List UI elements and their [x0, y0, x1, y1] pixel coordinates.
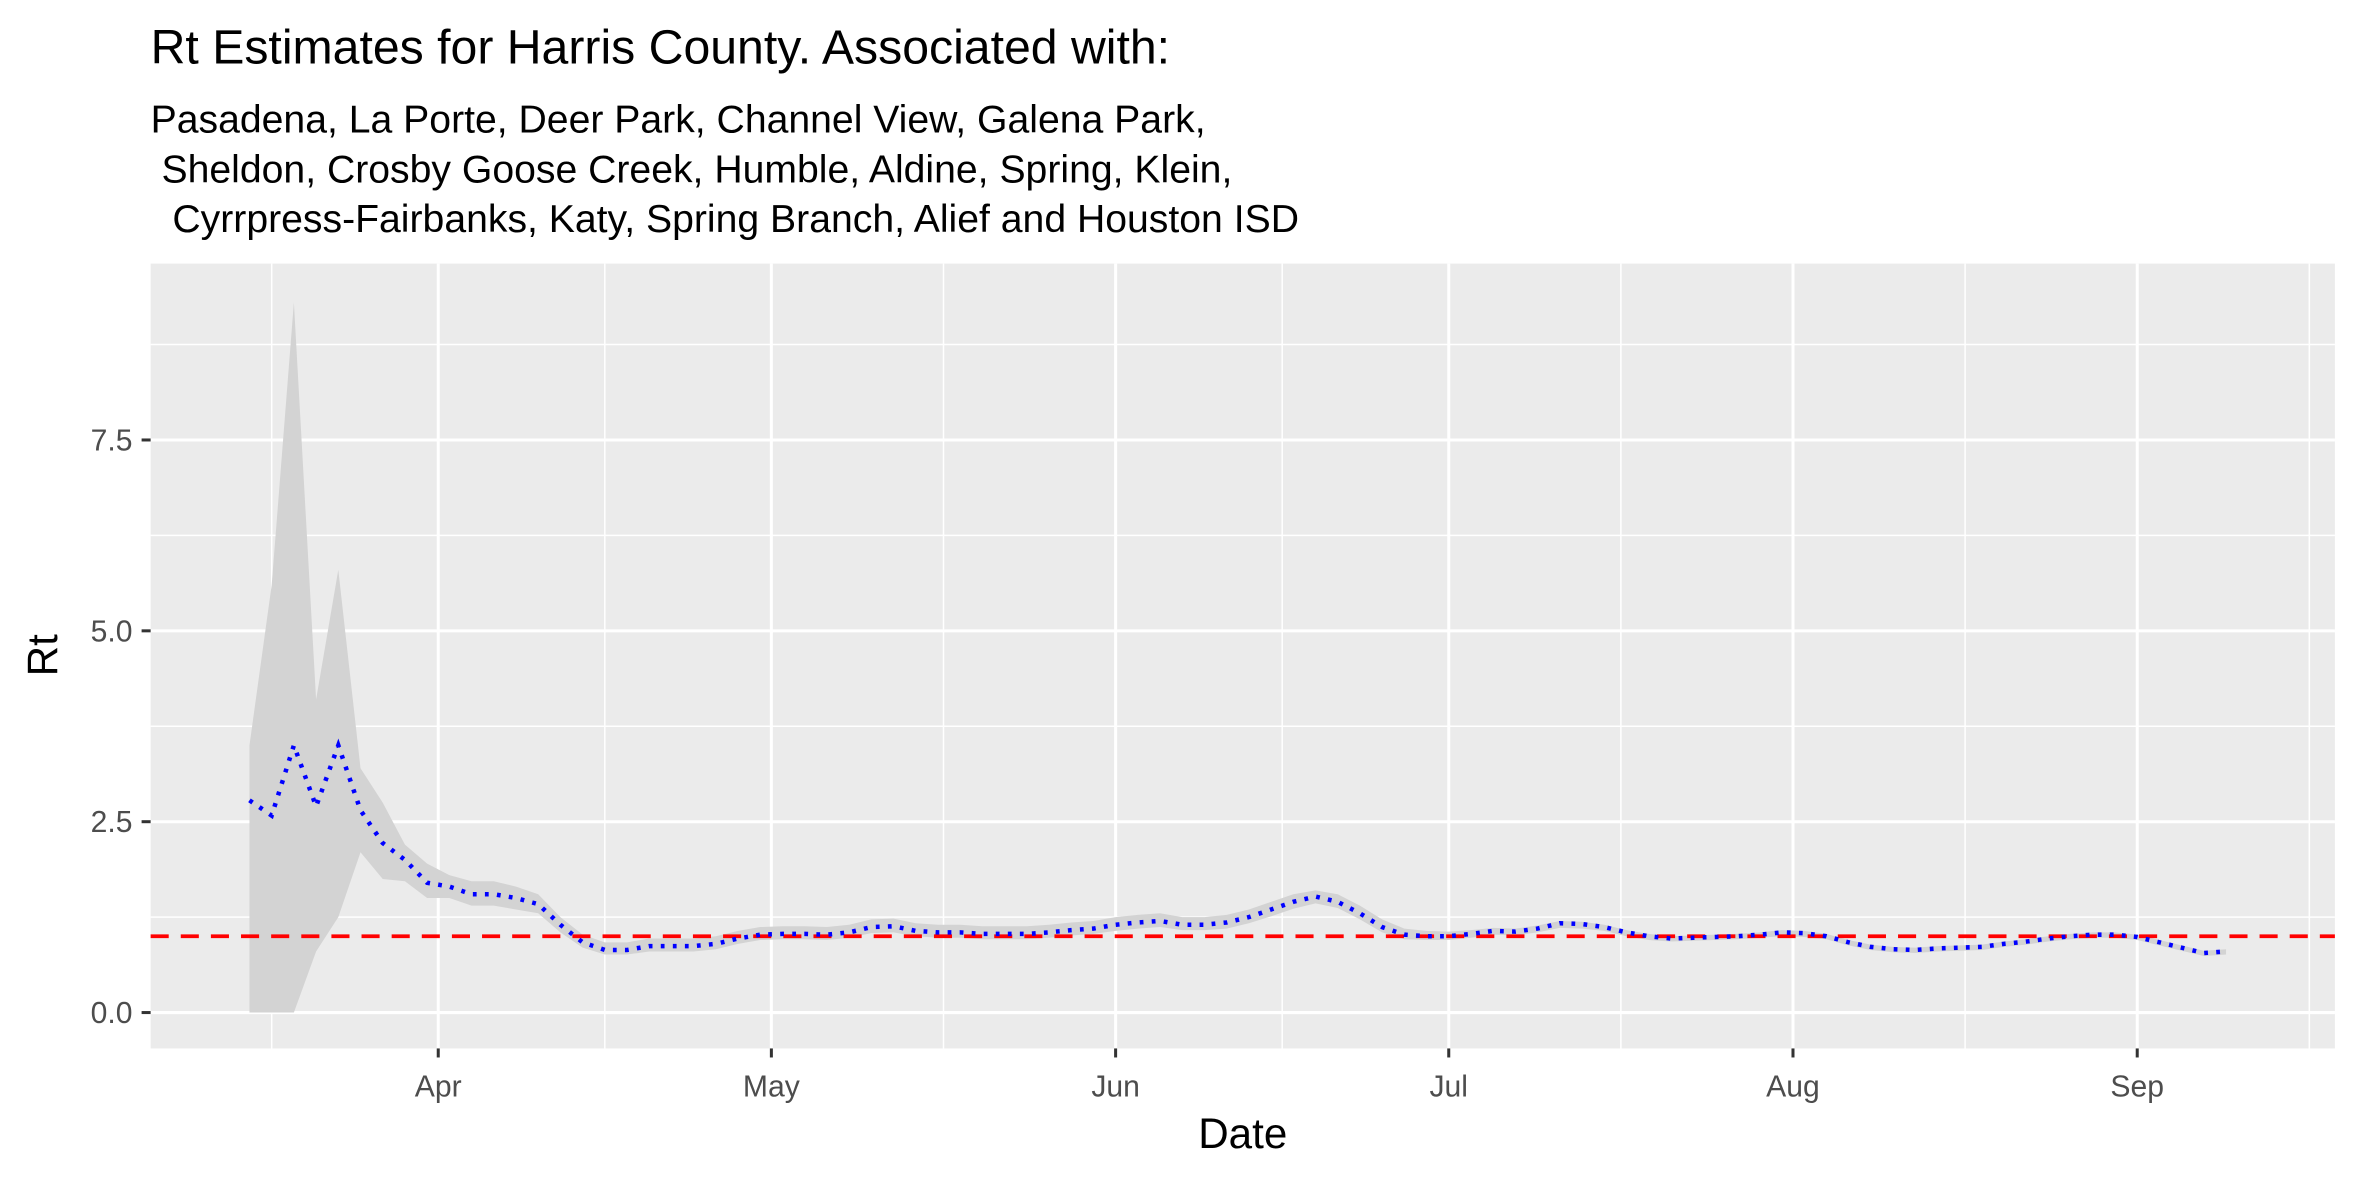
x-tick-label: Sep — [2110, 1071, 2164, 1104]
x-tick-label: May — [743, 1071, 800, 1104]
x-tick-label: Jun — [1091, 1071, 1140, 1104]
y-tick-label: 0.0 — [91, 997, 133, 1030]
subtitle: Pasadena, La Porte, Deer Park, Channel V… — [151, 99, 1206, 142]
rt-line — [248, 738, 2227, 956]
y-axis-label: Rt — [19, 634, 66, 676]
x-tick-label: Apr — [415, 1071, 462, 1104]
y-tick-label: 5.0 — [91, 615, 133, 648]
subtitle: Sheldon, Crosby Goose Creek, Humble, Ald… — [151, 148, 1233, 191]
subtitle: Cyrrpress-Fairbanks, Katy, Spring Branch… — [151, 198, 1299, 241]
y-tick-label: 7.5 — [91, 425, 133, 458]
x-axis-label: Date — [1198, 1110, 1287, 1157]
y-tick-label: 2.5 — [91, 806, 133, 839]
x-tick-label: Jul — [1429, 1071, 1468, 1104]
panel — [150, 263, 2335, 1049]
chart-title: Rt Estimates for Harris County. Associat… — [151, 20, 1170, 74]
x-tick-label: Aug — [1766, 1071, 1820, 1104]
